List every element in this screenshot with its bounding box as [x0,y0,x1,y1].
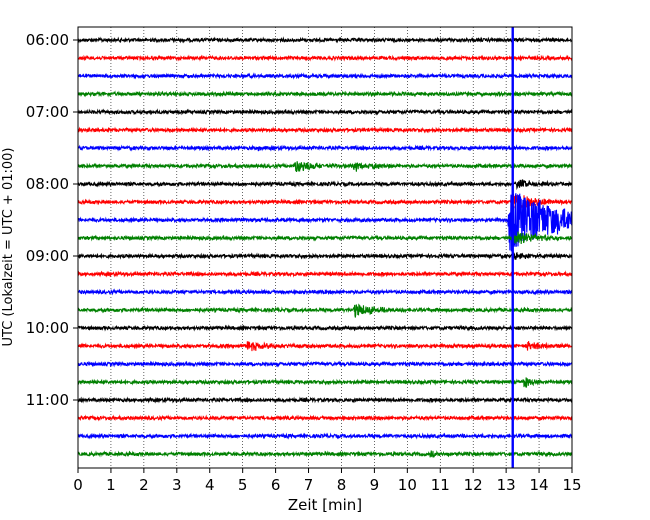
seismic-trace [77,144,573,152]
x-tick-label: 0 [73,476,83,494]
seismic-trace [77,36,573,44]
x-tick-label: 6 [271,476,281,494]
seismic-trace [77,414,573,422]
seismic-trace [77,377,573,388]
seismic-trace [77,288,573,296]
x-tick-label: 12 [464,476,483,494]
seismic-trace [77,450,573,459]
seismic-trace [77,341,573,352]
x-tick-label: 15 [562,476,581,494]
x-tick-label: 2 [139,476,149,494]
x-tick-label: 8 [337,476,347,494]
y-axis-label: UTC (Lokalzeit = UTC + 01:00) [1,148,16,347]
y-tick-label: 11:00 [26,391,69,409]
x-tick-label: 1 [106,476,116,494]
x-tick-label: 11 [431,476,450,494]
seismic-trace [77,90,573,98]
plot-background [78,27,572,468]
y-tick-label: 09:00 [26,247,69,265]
seismic-trace [77,108,573,116]
x-tick-label: 3 [172,476,182,494]
x-axis-label: Zeit [min] [288,496,362,514]
seismic-trace [77,72,573,80]
seismic-trace [77,360,573,368]
seismic-trace [77,161,573,173]
seismic-trace [77,193,573,252]
seismic-trace [77,251,573,262]
x-axis-ticks: 0 1 2 3 4 5 6 7 8 9 10 11 12 13 14 15 [73,468,582,494]
x-tick-label: 14 [530,476,549,494]
x-tick-label: 9 [370,476,380,494]
seismic-trace [77,231,573,245]
y-tick-label: 10:00 [26,319,69,337]
y-tick-label: 08:00 [26,175,69,193]
seismic-trace [77,270,573,278]
seismic-trace [77,54,573,62]
seismic-trace [77,303,573,318]
seismic-trace [77,432,573,440]
y-tick-label: 07:00 [26,103,69,121]
seismic-trace [77,324,573,332]
x-tick-label: 5 [238,476,248,494]
x-tick-label: 10 [398,476,417,494]
y-tick-label: 06:00 [26,31,69,49]
seismic-trace [77,396,573,404]
x-tick-label: 7 [304,476,314,494]
seismic-trace [77,179,573,191]
plot-frame [77,26,573,469]
x-tick-label: 13 [497,476,516,494]
seismic-trace [77,126,573,134]
y-axis-ticks: 06:00 07:00 08:00 09:00 10:00 11:00 [26,31,78,409]
x-tick-label: 4 [205,476,215,494]
seismic-traces [77,36,573,459]
seismic-trace [77,193,573,211]
